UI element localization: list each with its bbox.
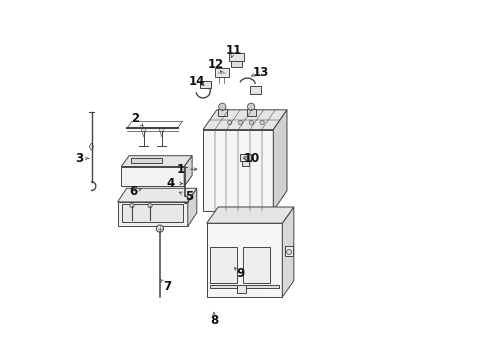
Bar bbox=[231, 61, 242, 67]
Text: 10: 10 bbox=[243, 152, 259, 165]
Bar bbox=[121, 167, 184, 186]
Bar bbox=[210, 247, 237, 283]
Bar bbox=[215, 68, 228, 77]
Circle shape bbox=[238, 121, 242, 125]
Polygon shape bbox=[203, 110, 286, 130]
Text: 11: 11 bbox=[225, 44, 242, 57]
Bar bbox=[200, 81, 211, 88]
Circle shape bbox=[249, 121, 253, 125]
Circle shape bbox=[130, 203, 134, 208]
Text: 3: 3 bbox=[75, 152, 83, 165]
Text: 6: 6 bbox=[128, 185, 137, 198]
Polygon shape bbox=[117, 202, 187, 226]
Text: 12: 12 bbox=[207, 58, 224, 71]
Text: 9: 9 bbox=[236, 267, 244, 280]
Text: 13: 13 bbox=[252, 66, 268, 78]
Polygon shape bbox=[121, 156, 192, 166]
Bar bbox=[242, 247, 269, 283]
Circle shape bbox=[227, 121, 231, 125]
Text: 2: 2 bbox=[130, 112, 139, 125]
Polygon shape bbox=[159, 128, 164, 137]
Bar bbox=[250, 86, 261, 94]
Text: 8: 8 bbox=[209, 314, 218, 327]
Polygon shape bbox=[187, 188, 196, 226]
Bar bbox=[246, 109, 255, 116]
Text: 7: 7 bbox=[163, 280, 171, 293]
Bar bbox=[285, 246, 292, 256]
Text: 4: 4 bbox=[166, 177, 175, 190]
Bar bbox=[218, 109, 226, 116]
Bar bbox=[206, 223, 282, 297]
Bar bbox=[242, 161, 249, 166]
Bar bbox=[240, 154, 250, 161]
Circle shape bbox=[218, 103, 225, 111]
Polygon shape bbox=[141, 128, 146, 137]
Circle shape bbox=[156, 225, 163, 232]
Polygon shape bbox=[282, 207, 293, 297]
Polygon shape bbox=[203, 130, 273, 211]
Bar bbox=[229, 53, 244, 61]
Text: 14: 14 bbox=[188, 75, 205, 87]
Bar bbox=[130, 158, 162, 163]
Circle shape bbox=[247, 103, 254, 111]
Polygon shape bbox=[273, 110, 286, 211]
Bar bbox=[122, 204, 183, 222]
Circle shape bbox=[244, 156, 247, 159]
Text: 5: 5 bbox=[184, 190, 192, 203]
Text: 1: 1 bbox=[176, 163, 184, 176]
Circle shape bbox=[260, 121, 264, 125]
Circle shape bbox=[147, 203, 152, 208]
Bar bbox=[210, 285, 278, 288]
Polygon shape bbox=[117, 188, 196, 202]
Circle shape bbox=[286, 249, 291, 255]
Bar bbox=[237, 285, 246, 293]
Polygon shape bbox=[206, 207, 293, 223]
Polygon shape bbox=[184, 156, 192, 186]
